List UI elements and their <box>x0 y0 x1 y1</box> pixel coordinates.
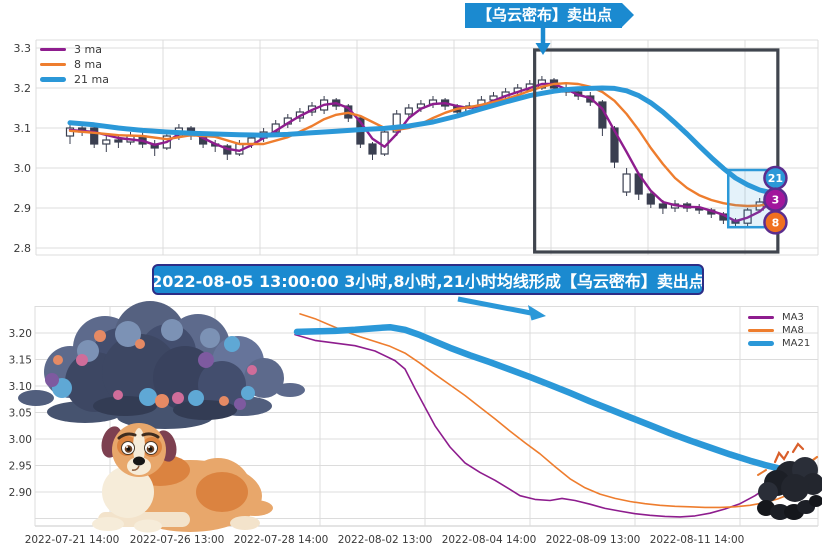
candle-up <box>102 139 111 145</box>
ma-badge <box>763 210 788 235</box>
candle-up <box>404 107 413 115</box>
y-tick-label: 2.90 <box>9 487 32 499</box>
top-legend-item-2: 21 ma <box>40 72 109 87</box>
legend-swatch-icon <box>40 77 66 82</box>
top-legend-item-0: 3 ma <box>40 42 109 57</box>
sell-point-callout-text: 【乌云密布】卖出点 <box>477 6 613 24</box>
ma-line-1 <box>68 81 773 208</box>
y-tick-label: 2.8 <box>14 242 32 255</box>
candle-down <box>368 143 377 155</box>
y-tick-label: 3.2 <box>14 82 32 95</box>
x-tick-label: 2022-07-26 13:00 <box>130 534 225 546</box>
legend-label: 8 ma <box>74 58 102 71</box>
y-tick-label: 3.0 <box>14 162 32 175</box>
bottom-chart-axis-labels: 2022-07-21 14:00 2022-07-26 13:00 2022-07-… <box>25 534 745 546</box>
candle-down <box>610 127 619 163</box>
y-tick-label: 2.95 <box>9 461 32 473</box>
legend-label: 3 ma <box>74 43 102 56</box>
x-tick-label: 2022-08-04 14:00 <box>442 534 537 546</box>
top-chart-ma-lines <box>67 81 775 223</box>
legend-swatch-icon <box>40 63 66 66</box>
top-chart-annotations: 21 3 8 <box>533 48 788 254</box>
candle-up <box>392 113 401 133</box>
y-tick-label: 3.3 <box>14 42 32 55</box>
bottom-chart-ma-lines <box>293 313 793 518</box>
ma-line-2 <box>67 85 775 196</box>
legend-label: 21 ma <box>74 73 109 86</box>
top-chart-legend: 3 ma 8 ma 21 ma <box>40 42 109 87</box>
ma-line-2 <box>293 323 792 474</box>
legend-label: MA21 <box>782 338 811 349</box>
legend-label: MA3 <box>782 312 804 323</box>
candle-up <box>622 173 631 193</box>
x-tick-label: 2022-07-28 14:00 <box>234 534 329 546</box>
bottom-legend-item-1: MA8 <box>748 324 810 337</box>
candle-down <box>658 203 668 209</box>
bottom-legend-item-0: MA3 <box>748 311 810 324</box>
sell-point-callout: 【乌云密布】卖出点 <box>465 3 635 28</box>
top-legend-item-1: 8 ma <box>40 57 109 72</box>
banner-arrow-icon <box>457 296 546 321</box>
ma-badge-label: 8 <box>772 216 780 229</box>
legend-label: MA8 <box>782 325 804 336</box>
ma-line-1 <box>299 313 791 509</box>
signal-banner: 2022-08-05 13:00:00 3小时,8小时,21小时均线形成【乌云密… <box>152 264 704 295</box>
y-tick-label: 3.00 <box>9 434 32 446</box>
candle-down <box>646 193 655 205</box>
x-tick-label: 2022-08-11 14:00 <box>650 534 745 546</box>
bottom-legend-item-2: MA21 <box>748 337 810 350</box>
y-tick-label: 3.20 <box>9 328 32 340</box>
callout-down-arrow-icon <box>535 28 551 55</box>
black-cloud-illustration <box>757 442 822 520</box>
storm-cloud-illustration <box>18 301 305 429</box>
candle-down <box>90 127 99 145</box>
y-tick-label: 3.10 <box>9 381 32 393</box>
ma-badge-label: 3 <box>772 194 780 207</box>
dog-illustration <box>92 423 273 533</box>
x-tick-label: 2022-08-02 13:00 <box>338 534 433 546</box>
top-chart-candles <box>65 76 776 228</box>
ma-badge-label: 21 <box>768 172 783 185</box>
candle-down <box>114 139 123 143</box>
legend-swatch-icon <box>40 48 66 51</box>
bottom-chart-legend: MA3 MA8 MA21 <box>748 311 810 350</box>
y-tick-label: 2.9 <box>14 202 32 215</box>
ma-line-0 <box>294 333 793 518</box>
legend-swatch-icon <box>748 329 774 332</box>
y-tick-label: 3.15 <box>9 355 32 367</box>
ma-line-0 <box>68 82 773 223</box>
legend-swatch-icon <box>748 316 774 319</box>
x-tick-label: 2022-07-21 14:00 <box>25 534 120 546</box>
y-tick-label: 3.05 <box>9 408 32 420</box>
top-chart-grid: 3.3 3.2 3.1 3.0 2.9 2.8 <box>14 39 819 256</box>
signal-banner-text: 2022-08-05 13:00:00 3小时,8小时,21小时均线形成【乌云密… <box>152 271 704 291</box>
y-tick-label: 3.1 <box>14 122 32 135</box>
sell-region-box <box>533 48 780 254</box>
legend-swatch-icon <box>748 341 774 346</box>
x-tick-label: 2022-08-09 13:00 <box>546 534 641 546</box>
